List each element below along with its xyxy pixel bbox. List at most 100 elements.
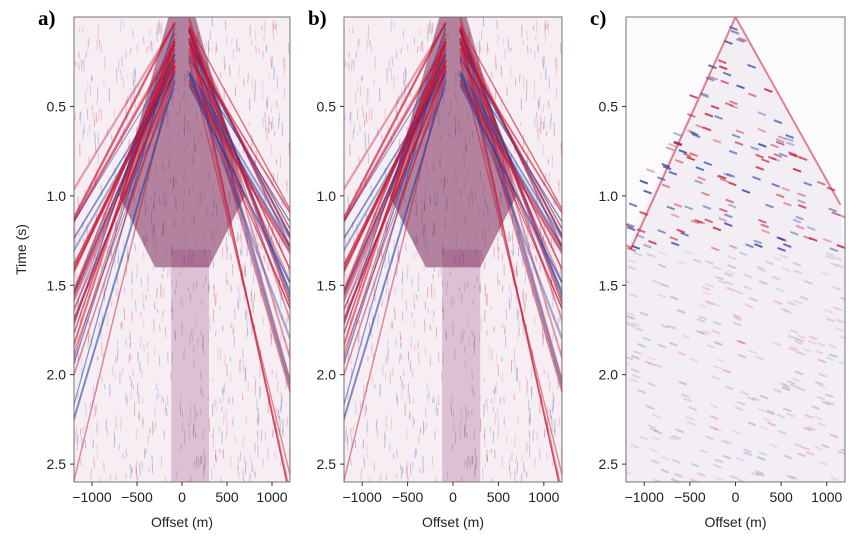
- noise: [133, 370, 134, 376]
- noise: [543, 57, 544, 68]
- noise: [272, 117, 273, 129]
- noise: [423, 456, 424, 466]
- noise: [374, 462, 375, 470]
- x-tick-label: 500: [487, 489, 511, 505]
- noise: [132, 468, 133, 473]
- noise: [117, 339, 118, 347]
- noise: [368, 153, 369, 164]
- noise: [106, 420, 107, 430]
- noise: [250, 474, 251, 487]
- noise: [360, 125, 361, 132]
- noise: [104, 384, 105, 388]
- noise: [553, 332, 554, 341]
- noise: [154, 347, 155, 356]
- panel-label: a): [38, 6, 56, 30]
- noise: [116, 415, 117, 429]
- noise: [132, 271, 133, 284]
- noise: [374, 384, 375, 388]
- noise: [349, 28, 350, 32]
- noise: [425, 347, 426, 356]
- center-strip: [171, 250, 209, 483]
- noise: [79, 63, 80, 70]
- y-tick-label: 0.5: [47, 98, 67, 114]
- noise: [385, 434, 386, 448]
- x-axis-label: Offset (m): [422, 514, 484, 530]
- noise: [396, 393, 397, 402]
- y-tick-label: 0.5: [317, 98, 337, 114]
- noise: [368, 133, 369, 145]
- y-tick-label: 0.5: [599, 98, 619, 114]
- noise: [212, 47, 213, 51]
- noise: [421, 42, 422, 52]
- noise: [225, 353, 226, 365]
- seismic-image: [56, 17, 308, 495]
- noise: [351, 59, 352, 72]
- noise: [436, 403, 437, 414]
- x-axis-label: Offset (m): [151, 514, 213, 530]
- x-tick-label: −1000: [343, 489, 383, 505]
- noise: [533, 429, 534, 442]
- noise: [414, 293, 415, 304]
- noise: [509, 232, 510, 242]
- noise: [386, 415, 387, 429]
- y-tick-label: 1.0: [599, 188, 619, 204]
- noise: [216, 294, 217, 306]
- noise: [79, 28, 80, 32]
- noise: [150, 42, 151, 52]
- noise: [365, 132, 366, 140]
- noise: [432, 396, 433, 403]
- noise: [495, 413, 496, 425]
- noise: [509, 298, 510, 310]
- noise: [146, 449, 147, 455]
- y-tick-label: 2.5: [599, 456, 619, 472]
- noise: [230, 356, 231, 361]
- seismic-image: [326, 17, 580, 495]
- noise: [483, 47, 484, 51]
- y-axis-label: Time (s): [13, 224, 29, 275]
- noise: [259, 49, 260, 54]
- noise: [258, 440, 259, 454]
- noise: [251, 40, 252, 45]
- noise: [517, 266, 518, 277]
- noise: [271, 57, 272, 68]
- noise: [349, 63, 350, 70]
- y-tick-label: 1.5: [47, 277, 67, 293]
- noise: [351, 459, 352, 465]
- noise: [496, 353, 497, 365]
- noise: [402, 468, 403, 473]
- y-tick-label: 2.5: [47, 456, 67, 472]
- noise: [238, 298, 239, 310]
- noise: [407, 265, 408, 279]
- x-tick-label: 0: [732, 489, 740, 505]
- noise: [527, 30, 528, 41]
- noise: [388, 339, 389, 347]
- noise: [165, 403, 166, 414]
- noise: [139, 394, 140, 404]
- x-tick-label: 1000: [811, 489, 842, 505]
- noise: [544, 117, 545, 129]
- noise: [239, 142, 240, 147]
- noise: [441, 268, 442, 277]
- noise: [483, 468, 484, 480]
- noise: [170, 268, 171, 277]
- noise: [402, 312, 403, 321]
- noise: [363, 385, 364, 397]
- noise: [137, 265, 138, 279]
- noise: [98, 153, 99, 164]
- y-tick-label: 1.5: [317, 277, 337, 293]
- noise: [436, 327, 437, 337]
- noise: [249, 122, 250, 126]
- noise: [402, 271, 403, 284]
- noise: [523, 40, 524, 45]
- noise: [544, 55, 545, 69]
- noise: [345, 115, 346, 121]
- noise: [387, 69, 388, 83]
- noise: [413, 417, 414, 429]
- noise: [494, 326, 495, 332]
- noise: [256, 45, 257, 53]
- noise: [498, 421, 499, 435]
- noise: [245, 266, 246, 277]
- noise: [409, 394, 410, 404]
- noise: [114, 434, 115, 448]
- noise: [280, 416, 281, 425]
